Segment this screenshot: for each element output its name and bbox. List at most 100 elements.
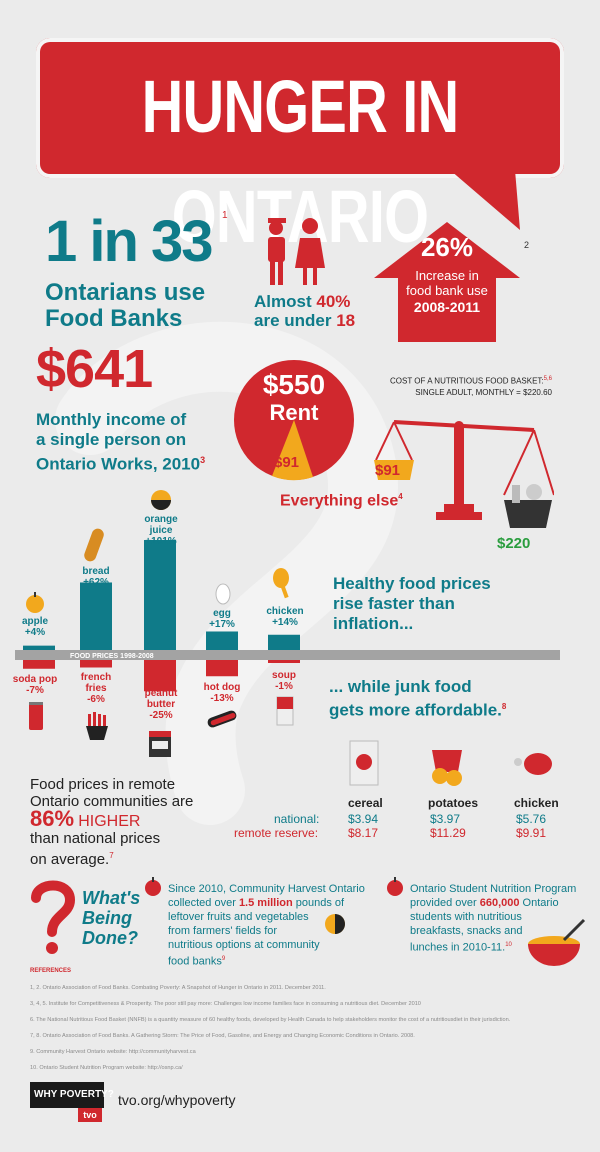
increase-pct: 26% [420,232,474,262]
healthy-text: Healthy food prices rise faster than inf… [333,574,491,634]
basket-title: COST OF A NUTRITIOUS FOOD BASKET:5,6 SIN… [372,374,552,398]
down-change-fries: -6% [87,694,105,705]
down-name-fries: fries [85,683,107,694]
chicken-icon [514,753,552,775]
references-heading: REFERENCES [30,968,72,974]
hot-dog-icon [207,710,237,728]
down-name-peanut: peanut [144,688,178,699]
pie-else-amount: $91 [274,454,300,471]
down-name-hotdog: hot dog [203,682,241,693]
up-change-bread: +62% [83,577,109,588]
harvest-line2c: pounds of [292,897,345,909]
up-label-egg: egg +17% [202,608,242,630]
food-price-chart: FOOD PRICES 1998-2008 [15,540,560,692]
up-change-orange-juice: +101% [145,536,177,547]
junk-text: ... while junk food gets more affordable… [329,677,506,721]
foodbank-desc-line1: Ontarians use [45,279,206,306]
up-change-egg: +17% [209,619,235,630]
price-bars [23,540,300,692]
pie-slice-everything-else [272,420,313,481]
potatoes-icon [432,750,462,786]
done-heading-2: Being [82,908,133,928]
remote-ref: 7 [109,851,114,860]
reference-2: 3, 4, 5. Institute for Competitiveness &… [30,1001,421,1007]
increase-line2: food bank use [406,283,488,298]
junk-line1: ... while junk food [329,677,472,696]
down-label-soda: soda pop -7% [12,674,58,696]
row-remote-label: remote reserve: [234,826,319,840]
price-bar-hot-dog [206,660,238,677]
up-name-chicken: chicken [266,606,304,617]
income-line1: Monthly income of [36,410,187,429]
price-bar-egg [206,631,238,650]
cereal-box-icon [349,740,379,786]
down-label-peanut: peanut butter -25% [138,688,184,721]
student-line4: breakfasts, snacks and [410,925,523,937]
price-bar-soda-pop [23,660,55,669]
harvest-ref: 9 [221,956,226,962]
remote-item-chicken: chicken [514,796,559,810]
price-bar-apple [23,645,55,650]
bread-icon [84,528,104,562]
increase-desc: Increase in food bank use 2008-2011 [372,268,522,315]
up-name-bread: bread [82,566,110,577]
tvo-badge: tvo [78,1108,102,1122]
harvest-line3: leftover fruits and vegetables [168,911,309,923]
student-line2c: Ontario [519,897,559,909]
income-line3: Ontario Works, 2010 [36,454,201,474]
chicken-leg-icon [273,568,289,599]
soda-can-icon [29,702,43,730]
banner-tail [450,170,520,230]
done-heading-1: What's [82,888,141,908]
down-change-soda: -7% [26,685,44,696]
up-name-apple: apple [21,616,49,627]
foodbank-ref: 1 [222,210,228,221]
price-bar-french-fries [80,660,112,668]
up-label-bread: bread +62% [78,566,114,588]
peanut-butter-jar-icon [149,731,171,757]
basket-title-text: COST OF A NUTRITIOUS FOOD BASKET: [390,376,544,386]
done-heading-3: Done? [82,928,138,948]
foodbank-ratio: 1 in 33 [45,209,214,274]
children-icon [268,218,325,285]
done-heading: What's Being Done? [82,888,140,948]
lemon-icon [325,914,345,934]
potatoes-remote: $11.29 [430,826,466,840]
down-change-soup: -1% [275,681,293,692]
down-change-peanut: -25% [149,710,173,721]
increase-ref: 2 [524,240,530,250]
youth-pct: 40% [316,292,351,311]
price-axis-band [15,650,560,660]
title-banner [36,38,564,178]
price-bar-soup [268,660,300,663]
reference-4: 7, 8. Ontario Association of Food Banks.… [30,1033,415,1039]
down-name-french: french [80,672,112,683]
reference-3: 6. The National Nutritious Food Basket (… [30,1017,511,1023]
apple-icon-student [387,877,403,896]
reference-5: 9. Community Harvest Ontario website: ht… [30,1049,196,1055]
footer-url[interactable]: tvo.org/whypoverty [118,1092,236,1108]
reference-1: 1, 2. Ontario Association of Food Banks.… [30,985,326,991]
income-desc: Monthly income of a single person on Ont… [36,410,205,475]
rent-pie-chart [234,360,354,481]
down-label-hotdog: hot dog -13% [198,682,246,704]
healthy-line2: rise faster than [333,594,455,613]
orange-icon [151,490,171,510]
up-name-egg: egg [213,608,231,619]
harvest-line6: food banks [168,955,222,968]
up-name-orange: orange [144,514,178,525]
up-label-chicken: chicken +14% [262,606,308,628]
remote-line1: Food prices in remote [30,776,176,793]
remote-line4: on average. [30,851,110,868]
pie-else-label: Everything else4 [280,492,403,510]
up-label-orange-juice: orange juice +101% [136,514,186,547]
down-name-soup: soup [272,670,296,681]
harvest-text: Since 2010, Community Harvest Ontario co… [168,882,365,969]
youth-age: 18 [336,311,356,330]
pie-rent-label: Rent [269,400,319,425]
student-line3: students with nutritious [410,911,522,923]
junk-ref: 8 [501,702,507,711]
remote-line3: than national prices [30,830,161,847]
cereal-national: $3.94 [348,812,379,826]
soup-can-icon [276,696,294,726]
